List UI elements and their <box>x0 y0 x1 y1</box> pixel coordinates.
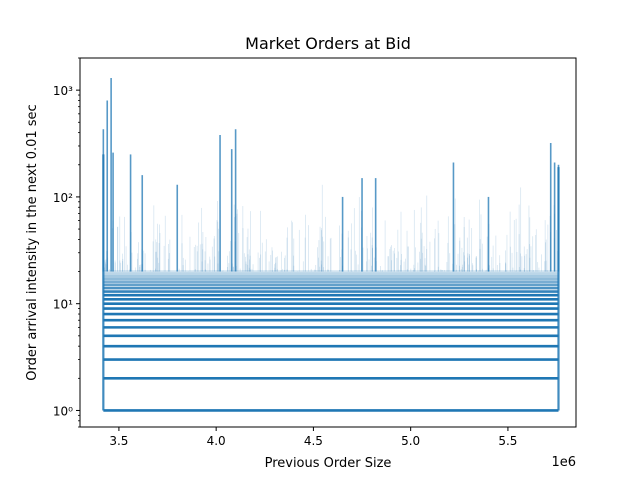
y-axis: 10⁰ 10¹ 10² 10³ <box>53 57 80 428</box>
plot-background <box>80 58 576 427</box>
x-tick-label: 4.5 <box>304 434 323 448</box>
x-tick-label: 3.5 <box>109 434 128 448</box>
x-axis-label: Previous Order Size <box>265 456 392 471</box>
y-axis-label: Order arrival intensity in the next 0.01… <box>25 104 40 380</box>
x-axis: 3.5 4.0 4.5 5.0 5.5 <box>109 427 517 448</box>
y-tick-label: 10¹ <box>53 298 73 312</box>
chart-title: Market Orders at Bid <box>245 34 411 53</box>
plot-frame <box>79 57 577 428</box>
plot-area <box>79 57 577 428</box>
x-tick-label: 5.0 <box>401 434 420 448</box>
y-tick-label: 10³ <box>53 84 73 98</box>
x-axis-offset-label: 1e6 <box>551 455 576 470</box>
y-tick-label: 10⁰ <box>53 404 73 418</box>
x-tick-label: 5.5 <box>498 434 517 448</box>
y-tick-label: 10² <box>53 191 73 205</box>
data-marks <box>102 77 560 412</box>
x-tick-label: 4.0 <box>207 434 226 448</box>
